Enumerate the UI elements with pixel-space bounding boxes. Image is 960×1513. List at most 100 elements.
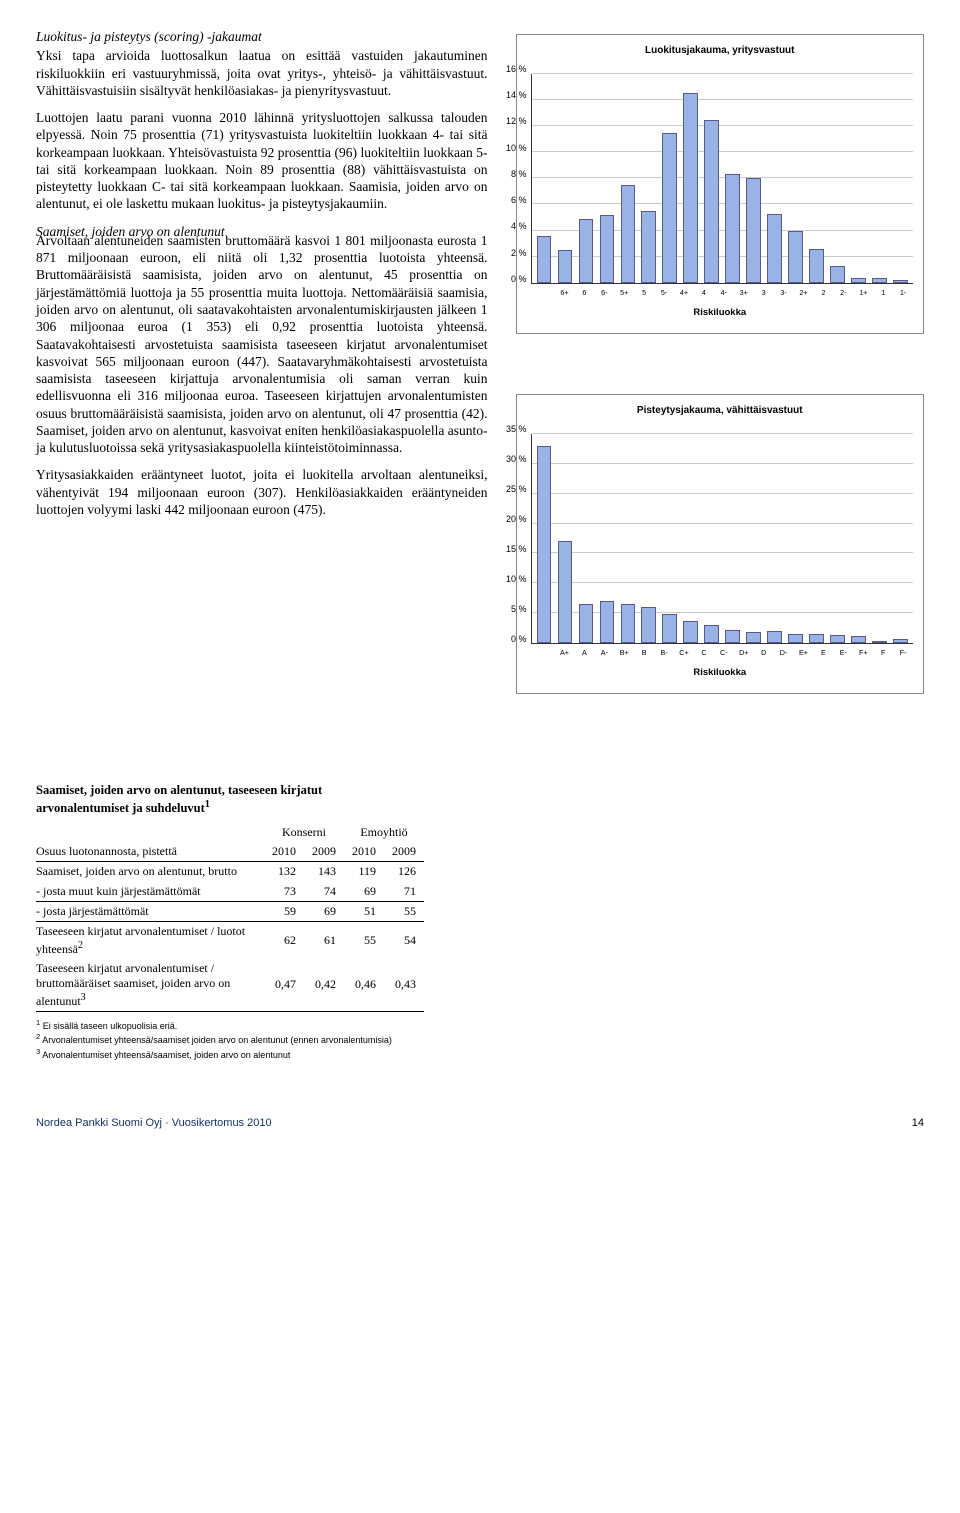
bar bbox=[809, 634, 824, 643]
row-label: - josta järjestämättömät bbox=[36, 901, 264, 921]
bar bbox=[662, 133, 677, 283]
bar bbox=[641, 211, 656, 283]
bar-slot bbox=[638, 74, 659, 283]
bar-slot bbox=[596, 74, 617, 283]
x-tick: E- bbox=[833, 648, 853, 657]
table-cell: 0,43 bbox=[384, 959, 424, 1012]
table-cell: 74 bbox=[304, 882, 344, 902]
bar bbox=[830, 266, 845, 283]
paragraph: Arvoltaan alentuneiden saamisten bruttom… bbox=[36, 232, 488, 456]
x-axis: 6+66-5+55-4+44-3+33-2+22-1+11- bbox=[527, 288, 914, 297]
bar-slot bbox=[534, 74, 555, 283]
bar-slot bbox=[743, 74, 764, 283]
bar-slot bbox=[890, 74, 911, 283]
x-tick: B bbox=[634, 648, 654, 657]
bar bbox=[851, 278, 866, 283]
bar bbox=[704, 120, 719, 283]
bar-slot bbox=[554, 74, 575, 283]
bar-slot bbox=[806, 434, 827, 643]
x-tick: D+ bbox=[734, 648, 754, 657]
bar-slot bbox=[701, 434, 722, 643]
x-tick: 4- bbox=[714, 288, 734, 297]
x-tick: 3 bbox=[754, 288, 774, 297]
x-tick: 2+ bbox=[794, 288, 814, 297]
table-row: - josta järjestämättömät59695155 bbox=[36, 901, 424, 921]
table-cell: 0,42 bbox=[304, 959, 344, 1012]
row-label: Taseeseen kirjatut arvonalentumiset / lu… bbox=[36, 922, 264, 959]
chart-plot bbox=[531, 74, 914, 284]
bar bbox=[725, 630, 740, 643]
row-label: Saamiset, joiden arvo on alentunut, brut… bbox=[36, 862, 264, 882]
x-tick: 1 bbox=[873, 288, 893, 297]
x-tick: 1- bbox=[893, 288, 913, 297]
x-tick: C+ bbox=[674, 648, 694, 657]
col-year: 2009 bbox=[304, 842, 344, 862]
bar bbox=[872, 278, 887, 283]
charts-column: Luokitusjakauma, yritysvastuut 0 %2 %4 %… bbox=[516, 28, 925, 754]
bar-slot bbox=[638, 434, 659, 643]
section-heading-scoring: Luokitus- ja pisteytys (scoring) -jakaum… bbox=[36, 28, 488, 45]
x-tick: C- bbox=[714, 648, 734, 657]
bar bbox=[600, 601, 615, 643]
bar-slot bbox=[596, 434, 617, 643]
col-year: 2010 bbox=[264, 842, 304, 862]
bar bbox=[872, 641, 887, 643]
bar-slot bbox=[848, 74, 869, 283]
x-tick: 3+ bbox=[734, 288, 754, 297]
chart-pisteytysjakauma: Pisteytysjakauma, vähittäisvastuut 0 %5 … bbox=[516, 394, 925, 694]
bar bbox=[683, 93, 698, 282]
bar bbox=[537, 236, 552, 283]
table-row: Saamiset, joiden arvo on alentunut, brut… bbox=[36, 862, 424, 882]
bar bbox=[600, 215, 615, 283]
bar-slot bbox=[848, 434, 869, 643]
x-tick: F bbox=[873, 648, 893, 657]
bar bbox=[746, 178, 761, 283]
x-tick: 5+ bbox=[614, 288, 634, 297]
chart-title: Luokitusjakauma, yritysvastuut bbox=[527, 45, 914, 58]
row-label: Taseeseen kirjatut arvonalentumiset / br… bbox=[36, 959, 264, 1012]
bar bbox=[621, 185, 636, 283]
x-tick: A bbox=[574, 648, 594, 657]
x-tick: D- bbox=[774, 648, 794, 657]
table-cell: 73 bbox=[264, 882, 304, 902]
x-tick: F+ bbox=[853, 648, 873, 657]
x-tick: A+ bbox=[555, 648, 575, 657]
bar-slot bbox=[743, 434, 764, 643]
bar-slot bbox=[575, 434, 596, 643]
bar bbox=[683, 621, 698, 643]
paragraph: Yritysasiakkaiden erääntyneet luotot, jo… bbox=[36, 466, 488, 518]
x-tick: 2 bbox=[813, 288, 833, 297]
bar bbox=[851, 636, 866, 643]
x-tick: E bbox=[813, 648, 833, 657]
x-tick: 6 bbox=[574, 288, 594, 297]
chart-title: Pisteytysjakauma, vähittäisvastuut bbox=[527, 405, 914, 418]
bar bbox=[809, 249, 824, 283]
bar-slot bbox=[659, 74, 680, 283]
bar-slot bbox=[827, 434, 848, 643]
bar-slot bbox=[722, 74, 743, 283]
chart-luokitusjakauma: Luokitusjakauma, yritysvastuut 0 %2 %4 %… bbox=[516, 34, 925, 334]
bar bbox=[746, 632, 761, 643]
x-axis: A+AA-B+BB-C+CC-D+DD-E+EE-F+FF- bbox=[527, 648, 914, 657]
bar-slot bbox=[575, 74, 596, 283]
x-tick: 2- bbox=[833, 288, 853, 297]
bar bbox=[893, 280, 908, 283]
table-cell: 51 bbox=[344, 901, 384, 921]
bar-slot bbox=[534, 434, 555, 643]
bar-slot bbox=[554, 434, 575, 643]
bar-slot bbox=[680, 434, 701, 643]
x-axis-label: Riskiluokka bbox=[527, 667, 914, 679]
bar bbox=[641, 607, 656, 643]
x-tick: B+ bbox=[614, 648, 634, 657]
x-tick: 5- bbox=[654, 288, 674, 297]
table-cell: 0,47 bbox=[264, 959, 304, 1012]
bar bbox=[788, 634, 803, 643]
impaired-table-block: Saamiset, joiden arvo on alentunut, tase… bbox=[36, 782, 924, 1061]
table-cell: 69 bbox=[344, 882, 384, 902]
bar-slot bbox=[869, 74, 890, 283]
table-cell: 59 bbox=[264, 901, 304, 921]
text-column: Luokitus- ja pisteytys (scoring) -jakaum… bbox=[36, 28, 488, 754]
bar bbox=[558, 250, 573, 283]
bar-slot bbox=[701, 74, 722, 283]
x-tick: 6- bbox=[594, 288, 614, 297]
